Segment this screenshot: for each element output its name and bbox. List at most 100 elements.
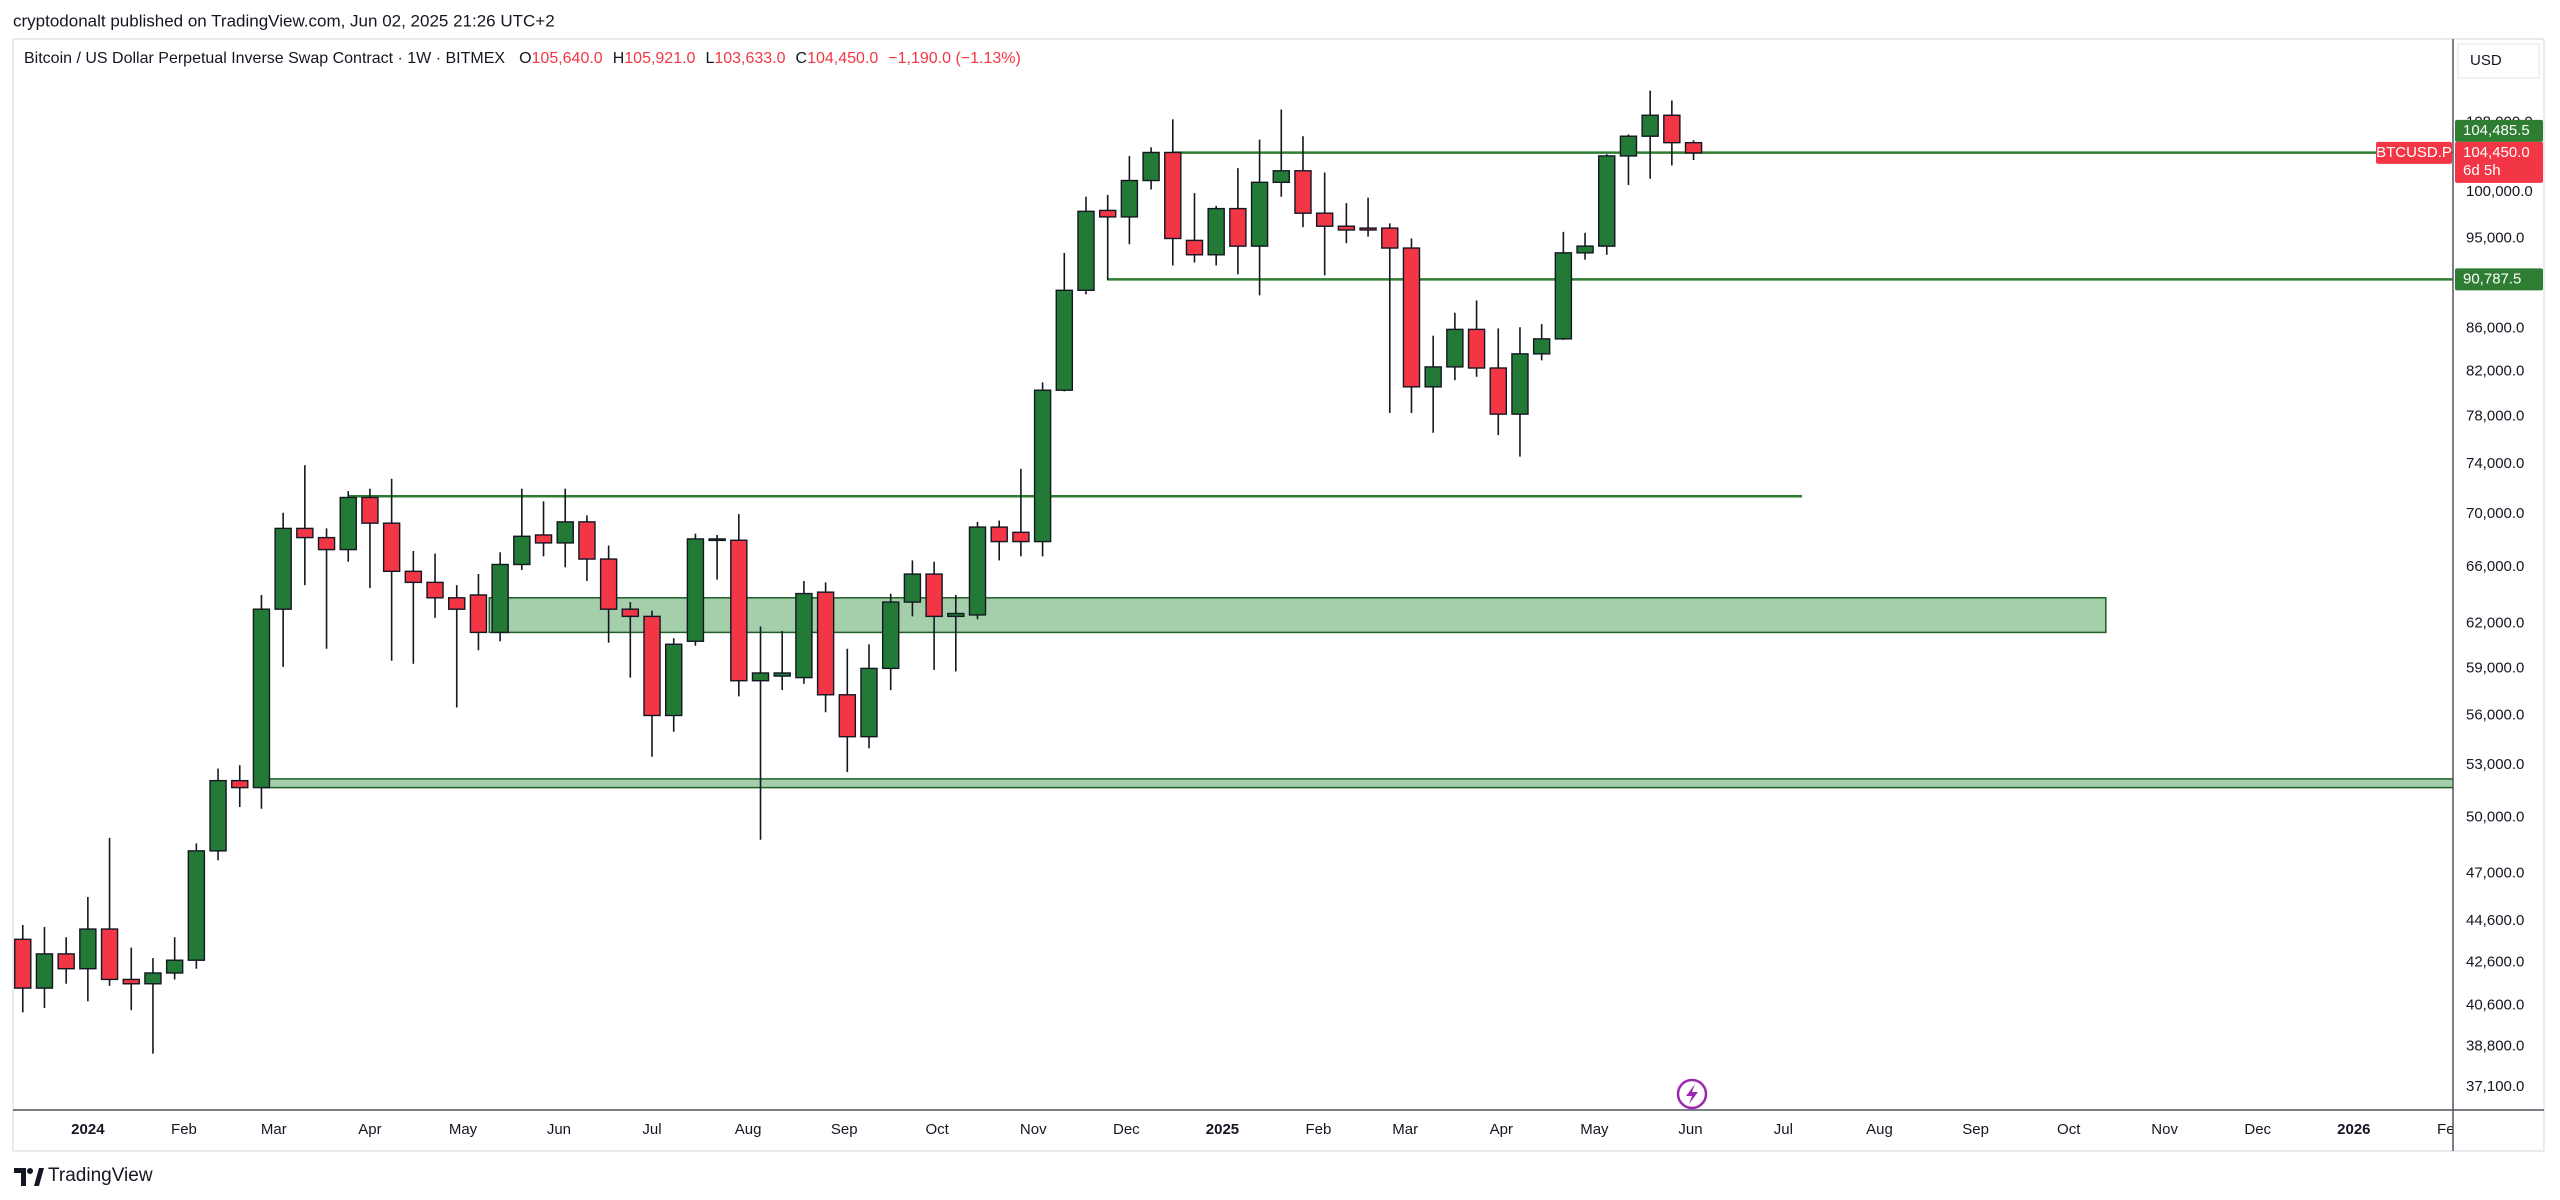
currency[interactable]: USD bbox=[2470, 52, 2502, 69]
price-axis-bg bbox=[2453, 39, 2544, 1151]
y-tick-label: 95,000.0 bbox=[2466, 229, 2524, 246]
level-label: 90,787.5 bbox=[2463, 270, 2521, 287]
x-tick-label: Jul bbox=[642, 1121, 661, 1138]
candle-body bbox=[1554, 252, 1573, 340]
candle-body bbox=[664, 643, 683, 717]
candle-body bbox=[903, 573, 922, 603]
y-tick-label: 82,000.0 bbox=[2466, 362, 2524, 379]
x-tick-label: Apr bbox=[358, 1121, 381, 1138]
candle-body bbox=[1489, 367, 1507, 415]
symbol-tag-box bbox=[2376, 141, 2452, 164]
candle-body bbox=[1164, 151, 1182, 240]
candle-body bbox=[708, 538, 726, 542]
y-tick-label: 42,600.0 bbox=[2466, 953, 2524, 970]
x-tick-label: Sep bbox=[1962, 1121, 1989, 1138]
y-tick-label: 59,000.0 bbox=[2466, 659, 2524, 676]
logo-part bbox=[34, 1168, 44, 1186]
x-tick-label: Jul bbox=[1774, 1121, 1793, 1138]
logo-part bbox=[14, 1168, 26, 1186]
candle-body bbox=[1142, 151, 1160, 182]
x-tick-label: Feb bbox=[171, 1121, 197, 1138]
x-tick-label: Aug bbox=[735, 1121, 762, 1138]
level-label: 104,485.5 bbox=[2463, 122, 2530, 139]
zone bbox=[260, 778, 2453, 789]
candle-body bbox=[1684, 141, 1703, 154]
candle-body bbox=[165, 959, 184, 974]
x-tick-label: Dec bbox=[2244, 1121, 2271, 1138]
alert-bolt[interactable] bbox=[1686, 1084, 1698, 1104]
x-tick-label: Mar bbox=[261, 1121, 287, 1138]
y-tick-label: 78,000.0 bbox=[2466, 407, 2524, 424]
candle-body bbox=[795, 592, 813, 679]
title: Bitcoin / US Dollar Perpetual Inverse Sw… bbox=[24, 50, 505, 67]
candle-body bbox=[881, 601, 900, 670]
y-tick-label: 44,600.0 bbox=[2466, 912, 2524, 929]
y-tick-label: 70,000.0 bbox=[2466, 505, 2524, 522]
candle-body bbox=[1337, 225, 1356, 231]
candle-body bbox=[491, 563, 509, 634]
legend-value: 103,633.0 bbox=[714, 50, 785, 67]
y-tick-label: 86,000.0 bbox=[2466, 319, 2524, 336]
alert-icon[interactable] bbox=[1676, 1078, 1708, 1110]
zone bbox=[488, 597, 2107, 634]
symbol-legend: Bitcoin / US Dollar Perpetual Inverse Sw… bbox=[24, 50, 1021, 67]
candle-body bbox=[1663, 114, 1681, 144]
candle-body bbox=[773, 672, 791, 677]
y-tick-label: 62,000.0 bbox=[2466, 615, 2524, 632]
x-tick-label: Nov bbox=[1020, 1121, 1047, 1138]
candle-body bbox=[1532, 338, 1551, 355]
last-price-box bbox=[2455, 141, 2543, 183]
x-tick-label: Mar bbox=[1392, 1121, 1418, 1138]
candle-body bbox=[816, 591, 835, 696]
level-label-box bbox=[2455, 119, 2543, 142]
candle-body bbox=[860, 667, 878, 738]
candle-body bbox=[231, 779, 249, 789]
candle-body bbox=[1033, 389, 1052, 543]
candle-body bbox=[296, 527, 314, 539]
candle-body bbox=[1120, 179, 1139, 218]
candle-body bbox=[1229, 207, 1247, 247]
brand-logo bbox=[14, 1168, 44, 1186]
candle-body bbox=[1012, 531, 1030, 543]
x-tick-label: Oct bbox=[925, 1121, 949, 1138]
candle-body bbox=[14, 938, 32, 989]
candle-body bbox=[79, 928, 97, 970]
x-tick-label: May bbox=[449, 1121, 478, 1138]
candle-body bbox=[1359, 227, 1377, 231]
logo-part bbox=[27, 1168, 33, 1174]
x-tick-label: Aug bbox=[1866, 1121, 1893, 1138]
candle-body bbox=[317, 536, 336, 551]
y-tick-label: 47,000.0 bbox=[2466, 865, 2524, 882]
candle-body bbox=[122, 978, 140, 985]
candle-body bbox=[1250, 181, 1269, 247]
x-tick-label: 2025 bbox=[1206, 1121, 1239, 1138]
x-tick-label: Feb bbox=[1305, 1121, 1331, 1138]
candle-body bbox=[1467, 328, 1486, 369]
candle-body bbox=[274, 527, 292, 610]
candle-body bbox=[100, 928, 119, 981]
candle-body bbox=[252, 608, 271, 789]
legend-change: −1,190.0 (−1.13%) bbox=[888, 50, 1021, 67]
pane-overlay: BTCUSD.P bbox=[2376, 141, 2452, 164]
candle-body bbox=[513, 535, 531, 566]
candle-body bbox=[1381, 227, 1399, 249]
currency-box[interactable] bbox=[2457, 43, 2540, 79]
legend-key: H bbox=[613, 50, 625, 67]
candle-body bbox=[144, 972, 162, 985]
time-axis: 2024 Feb Mar Apr May Jun Jul Aug Sep Oct Nov Dec 202… bbox=[71, 1121, 2453, 1138]
candle-body bbox=[556, 521, 574, 544]
candle-body bbox=[1055, 289, 1074, 391]
candle-body bbox=[1619, 135, 1638, 157]
published-line: cryptodonalt published on TradingView.co… bbox=[13, 11, 555, 30]
x-tick-label: 2024 bbox=[71, 1121, 105, 1138]
legend-key: O bbox=[519, 50, 531, 67]
y-tick-label: 37,100.0 bbox=[2466, 1078, 2524, 1095]
candle-body bbox=[578, 521, 596, 560]
y-tick-label: 66,000.0 bbox=[2466, 558, 2524, 575]
y-tick-label: 74,000.0 bbox=[2466, 455, 2524, 472]
candle-body bbox=[1185, 239, 1204, 256]
candle-body bbox=[1511, 353, 1529, 415]
brand: TradingView bbox=[48, 1165, 153, 1186]
y-tick-label: 38,800.0 bbox=[2466, 1038, 2524, 1055]
candle-body bbox=[599, 558, 618, 610]
